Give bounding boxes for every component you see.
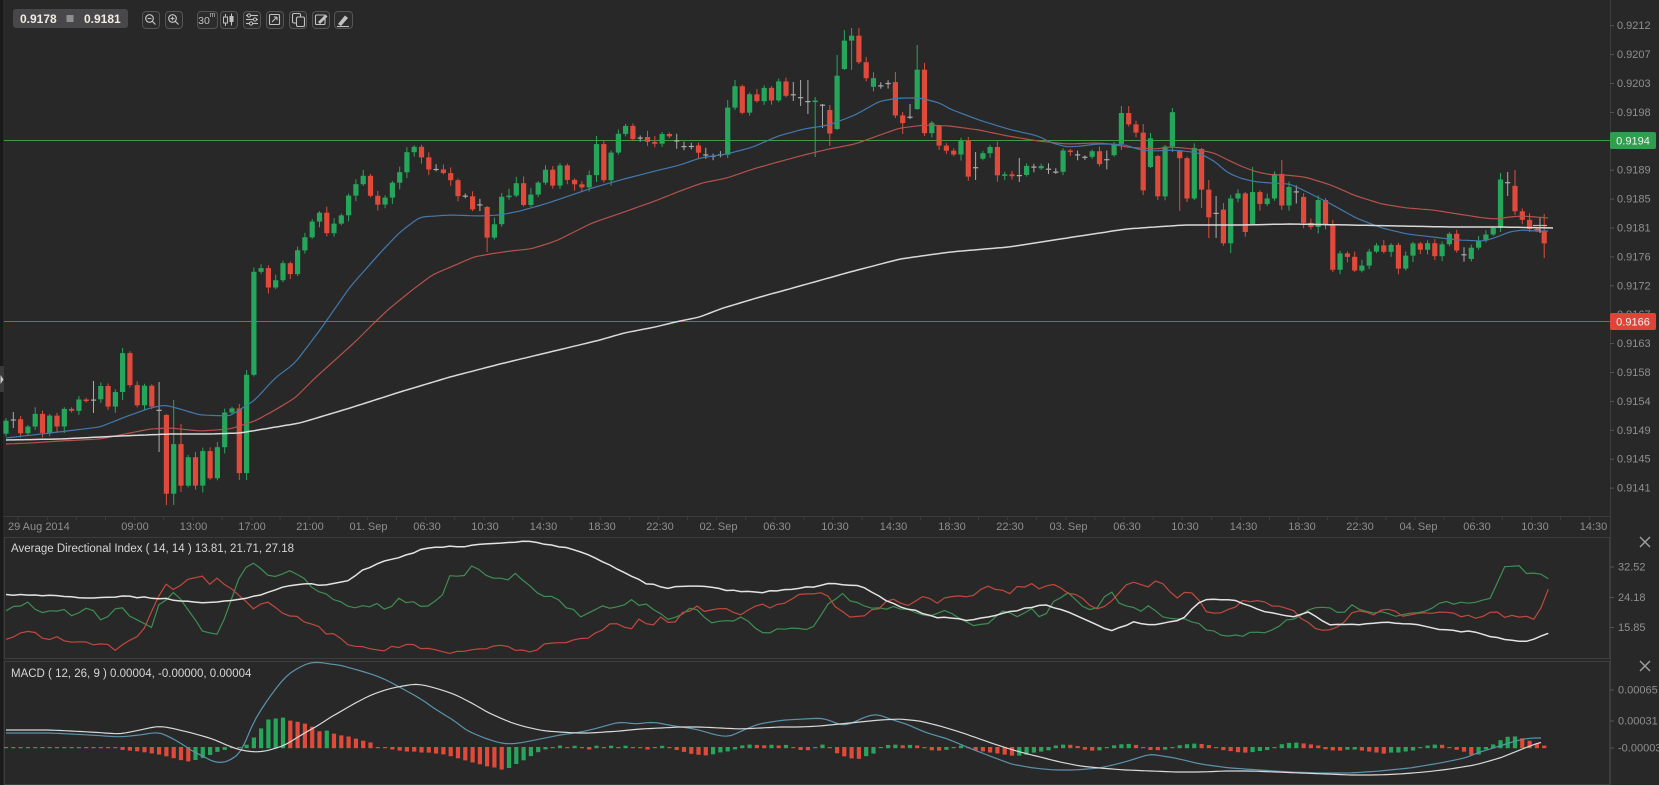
svg-text:04. Sep: 04. Sep xyxy=(1400,521,1438,533)
svg-text:18:30: 18:30 xyxy=(588,521,616,533)
svg-text:Average Directional Index ( 14: Average Directional Index ( 14, 14 ) 13.… xyxy=(11,543,294,555)
svg-text:22:30: 22:30 xyxy=(996,521,1024,533)
svg-text:0.9181: 0.9181 xyxy=(1617,223,1651,235)
svg-text:0.9203: 0.9203 xyxy=(1617,78,1651,90)
svg-text:0.9166: 0.9166 xyxy=(1616,317,1650,329)
svg-text:29 Aug 2014: 29 Aug 2014 xyxy=(8,521,70,533)
svg-text:21:00: 21:00 xyxy=(296,521,324,533)
svg-text:0.9172: 0.9172 xyxy=(1617,280,1651,292)
svg-text:0.9181: 0.9181 xyxy=(84,12,121,26)
svg-text:m: m xyxy=(210,12,216,19)
svg-text:01. Sep: 01. Sep xyxy=(350,521,388,533)
svg-text:14:30: 14:30 xyxy=(880,521,908,533)
svg-text:13:00: 13:00 xyxy=(180,521,208,533)
svg-text:06:30: 06:30 xyxy=(763,521,791,533)
svg-text:14:30: 14:30 xyxy=(1580,521,1608,533)
svg-text:03. Sep: 03. Sep xyxy=(1050,521,1088,533)
svg-text:10:30: 10:30 xyxy=(471,521,499,533)
svg-text:14:30: 14:30 xyxy=(1230,521,1258,533)
svg-text:0.00065: 0.00065 xyxy=(1618,685,1658,697)
svg-text:10:30: 10:30 xyxy=(1521,521,1549,533)
svg-text:0.9158: 0.9158 xyxy=(1617,367,1651,379)
svg-text:-0.00003: -0.00003 xyxy=(1618,743,1659,755)
svg-text:14:30: 14:30 xyxy=(530,521,558,533)
svg-text:0.9149: 0.9149 xyxy=(1617,425,1651,437)
svg-text:18:30: 18:30 xyxy=(938,521,966,533)
svg-text:0.9176: 0.9176 xyxy=(1617,251,1651,263)
svg-text:02. Sep: 02. Sep xyxy=(700,521,738,533)
svg-text:0.9141: 0.9141 xyxy=(1617,483,1651,495)
svg-text:22:30: 22:30 xyxy=(646,521,674,533)
svg-text:06:30: 06:30 xyxy=(1113,521,1141,533)
svg-text:30: 30 xyxy=(198,15,210,27)
svg-text:0.9185: 0.9185 xyxy=(1617,194,1651,206)
svg-text:10:30: 10:30 xyxy=(1171,521,1199,533)
svg-text:06:30: 06:30 xyxy=(1463,521,1491,533)
svg-text:0.9154: 0.9154 xyxy=(1617,396,1651,408)
svg-text:0.9163: 0.9163 xyxy=(1617,338,1651,350)
svg-text:0.9207: 0.9207 xyxy=(1617,49,1651,61)
svg-text:06:30: 06:30 xyxy=(413,521,441,533)
svg-text:0.9212: 0.9212 xyxy=(1617,20,1651,32)
svg-text:32.52: 32.52 xyxy=(1618,562,1646,574)
svg-text:0.9189: 0.9189 xyxy=(1617,165,1651,177)
svg-text:09:00: 09:00 xyxy=(121,521,149,533)
svg-text:0.00031: 0.00031 xyxy=(1618,716,1658,728)
svg-text:0.9178: 0.9178 xyxy=(20,12,57,26)
svg-text:18:30: 18:30 xyxy=(1288,521,1316,533)
svg-text:0.9198: 0.9198 xyxy=(1617,107,1651,119)
svg-text:15.85: 15.85 xyxy=(1618,622,1646,634)
svg-text:22:30: 22:30 xyxy=(1346,521,1374,533)
svg-text:10:30: 10:30 xyxy=(821,521,849,533)
svg-text:MACD ( 12, 26, 9 ) 0.00004, -0: MACD ( 12, 26, 9 ) 0.00004, -0.00000, 0.… xyxy=(11,668,252,680)
svg-text:0.9145: 0.9145 xyxy=(1617,454,1651,466)
svg-text:17:00: 17:00 xyxy=(238,521,266,533)
svg-text:24.18: 24.18 xyxy=(1618,592,1646,604)
svg-text:0.9194: 0.9194 xyxy=(1616,136,1650,148)
